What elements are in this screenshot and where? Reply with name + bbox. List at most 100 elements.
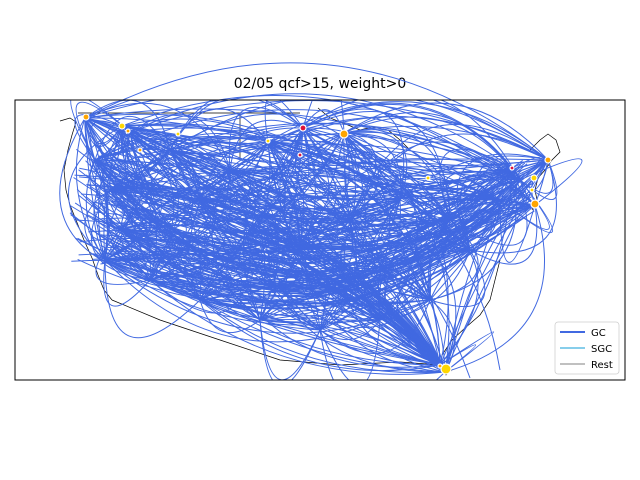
airport-node xyxy=(299,124,307,132)
route-line xyxy=(84,100,549,161)
route-line xyxy=(267,127,310,185)
route-line xyxy=(109,158,549,191)
route-line xyxy=(469,204,538,265)
legend-box xyxy=(554,321,620,375)
route-line xyxy=(129,93,513,169)
route-line xyxy=(169,100,304,151)
route-line xyxy=(267,101,549,161)
route-line xyxy=(74,114,123,161)
route-line xyxy=(94,109,521,181)
route-line xyxy=(499,179,550,230)
legend-label-gc: GC xyxy=(591,328,606,339)
route-line xyxy=(103,125,123,261)
route-line xyxy=(94,141,269,194)
route-line xyxy=(319,132,367,331)
great-lakes-outline xyxy=(317,107,411,151)
route-line xyxy=(302,127,549,198)
route-line xyxy=(267,132,345,203)
route-line xyxy=(299,129,501,371)
route-line xyxy=(169,137,351,221)
route-line xyxy=(84,62,549,161)
route-line xyxy=(84,102,231,171)
route-line xyxy=(439,331,495,373)
route-line xyxy=(169,149,513,177)
airport-node xyxy=(125,128,131,134)
route-line xyxy=(229,169,471,253)
route-line xyxy=(229,119,304,171)
route-line xyxy=(199,199,401,248)
route-line xyxy=(121,125,269,200)
route-line xyxy=(94,125,123,161)
airport-node xyxy=(82,113,90,121)
airport-node xyxy=(437,363,443,369)
route-line xyxy=(343,125,549,161)
route-line xyxy=(343,116,521,181)
airport-node xyxy=(530,199,540,209)
route-line xyxy=(118,158,446,369)
airport-node xyxy=(440,363,452,375)
chart-title: 02/05 qcf>15, weight>0 xyxy=(233,76,407,92)
route-line xyxy=(84,117,123,145)
route-line xyxy=(169,149,513,188)
route-line xyxy=(169,149,501,201)
route-line xyxy=(84,117,111,191)
route-line xyxy=(68,125,123,261)
route-line xyxy=(319,329,441,366)
route-line xyxy=(199,299,441,372)
airport-nodes xyxy=(82,113,552,375)
route-line xyxy=(104,259,201,339)
route-line xyxy=(199,299,441,366)
route-line xyxy=(469,159,557,254)
route-line xyxy=(439,159,549,366)
route-line xyxy=(92,217,446,369)
route-line xyxy=(112,204,446,369)
airport-node xyxy=(265,138,271,144)
route-line xyxy=(199,299,446,373)
route-line xyxy=(94,141,471,251)
route-line xyxy=(169,100,549,161)
airport-node xyxy=(530,174,538,182)
route-line xyxy=(70,198,513,297)
route-line xyxy=(302,100,521,181)
route-line xyxy=(199,299,381,321)
route-line xyxy=(121,95,536,206)
route-line xyxy=(93,186,494,289)
route-line xyxy=(84,117,231,191)
airport-node xyxy=(137,147,143,153)
route-line xyxy=(199,139,471,379)
route-line xyxy=(85,174,481,264)
route-line xyxy=(302,102,513,169)
route-line xyxy=(92,204,496,297)
airport-node xyxy=(175,131,181,137)
route-line xyxy=(129,131,451,225)
route-line xyxy=(267,141,446,373)
route-line xyxy=(169,127,304,192)
route-line xyxy=(109,222,446,369)
legend-label-sgc: SGC xyxy=(591,344,612,355)
route-line xyxy=(169,113,401,201)
plot-frame xyxy=(14,99,626,381)
route-line xyxy=(302,109,345,134)
route-line xyxy=(302,111,451,221)
route-line xyxy=(107,210,535,283)
route-line xyxy=(444,204,545,373)
route-line xyxy=(114,185,446,369)
route-line xyxy=(199,171,301,251)
airport-node xyxy=(509,165,515,171)
route-line xyxy=(343,132,432,301)
legend-label-rest: Rest xyxy=(591,360,613,371)
route-line xyxy=(229,169,327,331)
outer-route-arcs xyxy=(84,62,549,379)
route-line xyxy=(444,159,549,373)
airport-node xyxy=(529,187,535,193)
route-line xyxy=(119,141,269,231)
route-line xyxy=(343,129,451,221)
route-line xyxy=(109,189,401,201)
route-line xyxy=(84,117,171,185)
route-line xyxy=(519,158,583,206)
route-line xyxy=(100,257,446,369)
route-line xyxy=(299,249,446,373)
route-line xyxy=(121,125,446,373)
route-line xyxy=(84,117,513,169)
